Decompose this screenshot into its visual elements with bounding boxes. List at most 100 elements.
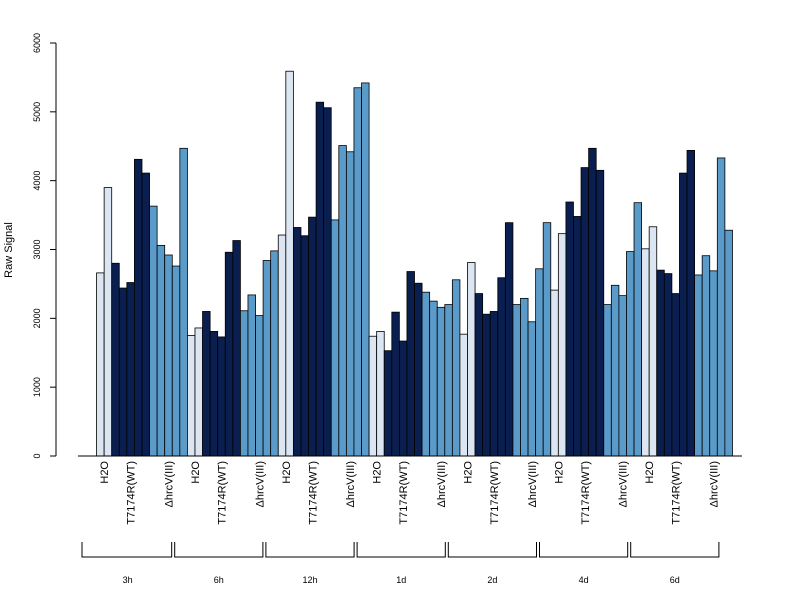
y-tick-label: 4000: [32, 171, 42, 191]
bar: [96, 272, 105, 457]
bar: [398, 340, 408, 457]
bar: [633, 202, 643, 457]
bar: [391, 311, 400, 457]
group-time-label: 4d: [579, 575, 589, 585]
bar: [414, 282, 423, 457]
group-bracket: [81, 542, 173, 558]
bar: [179, 147, 188, 457]
treatment-label: H2O: [372, 461, 384, 484]
group-time-label: 6h: [214, 575, 224, 585]
bar: [482, 313, 491, 457]
bar: [126, 282, 135, 457]
bar: [239, 310, 249, 457]
bar: [383, 350, 393, 457]
treatment-label: ΔhrcV(III): [254, 461, 266, 507]
bar: [618, 295, 627, 457]
bar: [489, 311, 499, 457]
bar: [217, 336, 226, 457]
group-time-label: 1d: [396, 575, 406, 585]
bar: [535, 268, 544, 457]
treatment-label: ΔhrcV(III): [618, 461, 630, 507]
y-tick-label: 6000: [32, 33, 42, 53]
bars: [96, 70, 733, 457]
group-bracket: [539, 542, 629, 558]
treatment-label: T7174R(WT): [580, 461, 592, 525]
bar: [565, 201, 574, 457]
bar: [474, 293, 484, 457]
bar: [709, 270, 718, 457]
bar: [459, 333, 468, 457]
treatment-label: T7174R(WT): [489, 461, 501, 525]
bar: [353, 87, 362, 457]
bar: [338, 145, 347, 457]
bar: [436, 306, 446, 457]
group-time-label: 12h: [302, 575, 317, 585]
bar: [656, 269, 665, 457]
y-tick-label: 2000: [32, 308, 42, 328]
y-axis: 0 1000 2000 3000 4000 5000 6000: [32, 33, 57, 459]
treatment-label: ΔhrcV(III): [345, 461, 357, 507]
bar: [345, 151, 355, 457]
y-tick-label: 5000: [32, 102, 42, 122]
treatment-label: H2O: [553, 461, 565, 484]
bar: [497, 277, 506, 457]
bar: [103, 187, 113, 457]
bar: [686, 149, 696, 457]
group-time-label: 3h: [123, 575, 133, 585]
group-time-label: 2d: [487, 575, 497, 585]
bar: [504, 222, 514, 457]
bar: [232, 240, 241, 457]
bar: [323, 107, 332, 457]
treatment-label: T7174R(WT): [126, 461, 138, 525]
bar: [300, 235, 309, 457]
y-tick-label: 3000: [32, 239, 42, 259]
bar: [118, 287, 128, 457]
bar: [134, 158, 143, 457]
group-bracket: [265, 542, 355, 558]
treatment-labels: H2O T7174R(WT) ΔhrcV(III) H2O T7174R(WT) Δhrc…: [99, 461, 720, 525]
bar: [156, 244, 166, 457]
bar: [421, 291, 431, 457]
bar: [694, 274, 703, 457]
bar: [270, 250, 279, 457]
treatment-label: H2O: [190, 461, 202, 484]
bar: [550, 289, 559, 457]
bar: [315, 101, 325, 457]
bar: [542, 222, 552, 457]
bar: [641, 248, 650, 457]
y-tick-label: 1000: [32, 377, 42, 397]
bar: [308, 216, 317, 457]
bar: [663, 273, 673, 457]
treatment-label: H2O: [463, 461, 475, 484]
bar: [141, 172, 150, 457]
treatment-label: T7174R(WT): [398, 461, 410, 525]
bar: [277, 234, 287, 457]
bar: [285, 70, 294, 457]
bar: [588, 147, 597, 457]
time-group-brackets: 3h 6h 12h 1d 2d 4d 6d: [81, 542, 720, 585]
bar: [429, 300, 438, 457]
bar: [368, 335, 378, 457]
bar: [716, 157, 726, 457]
group-bracket: [356, 542, 446, 558]
group-bracket: [174, 542, 264, 558]
bar: [467, 262, 476, 457]
bar: [194, 327, 203, 457]
bar: [361, 82, 370, 457]
bar: [224, 251, 234, 457]
treatment-label: ΔhrcV(III): [709, 461, 721, 507]
treatment-label: H2O: [281, 461, 293, 484]
treatment-label: T7174R(WT): [307, 461, 319, 525]
bar: [451, 279, 461, 457]
y-axis-label: Raw Signal: [3, 222, 15, 278]
bar: [701, 255, 711, 457]
bar: [520, 297, 529, 457]
group-bracket: [447, 542, 537, 558]
bar: [292, 227, 302, 457]
bar: [406, 271, 415, 457]
bar: [557, 233, 567, 457]
treatment-label: T7174R(WT): [671, 461, 683, 525]
bar: [603, 304, 612, 457]
bar: [255, 315, 264, 457]
bar: [111, 262, 120, 457]
